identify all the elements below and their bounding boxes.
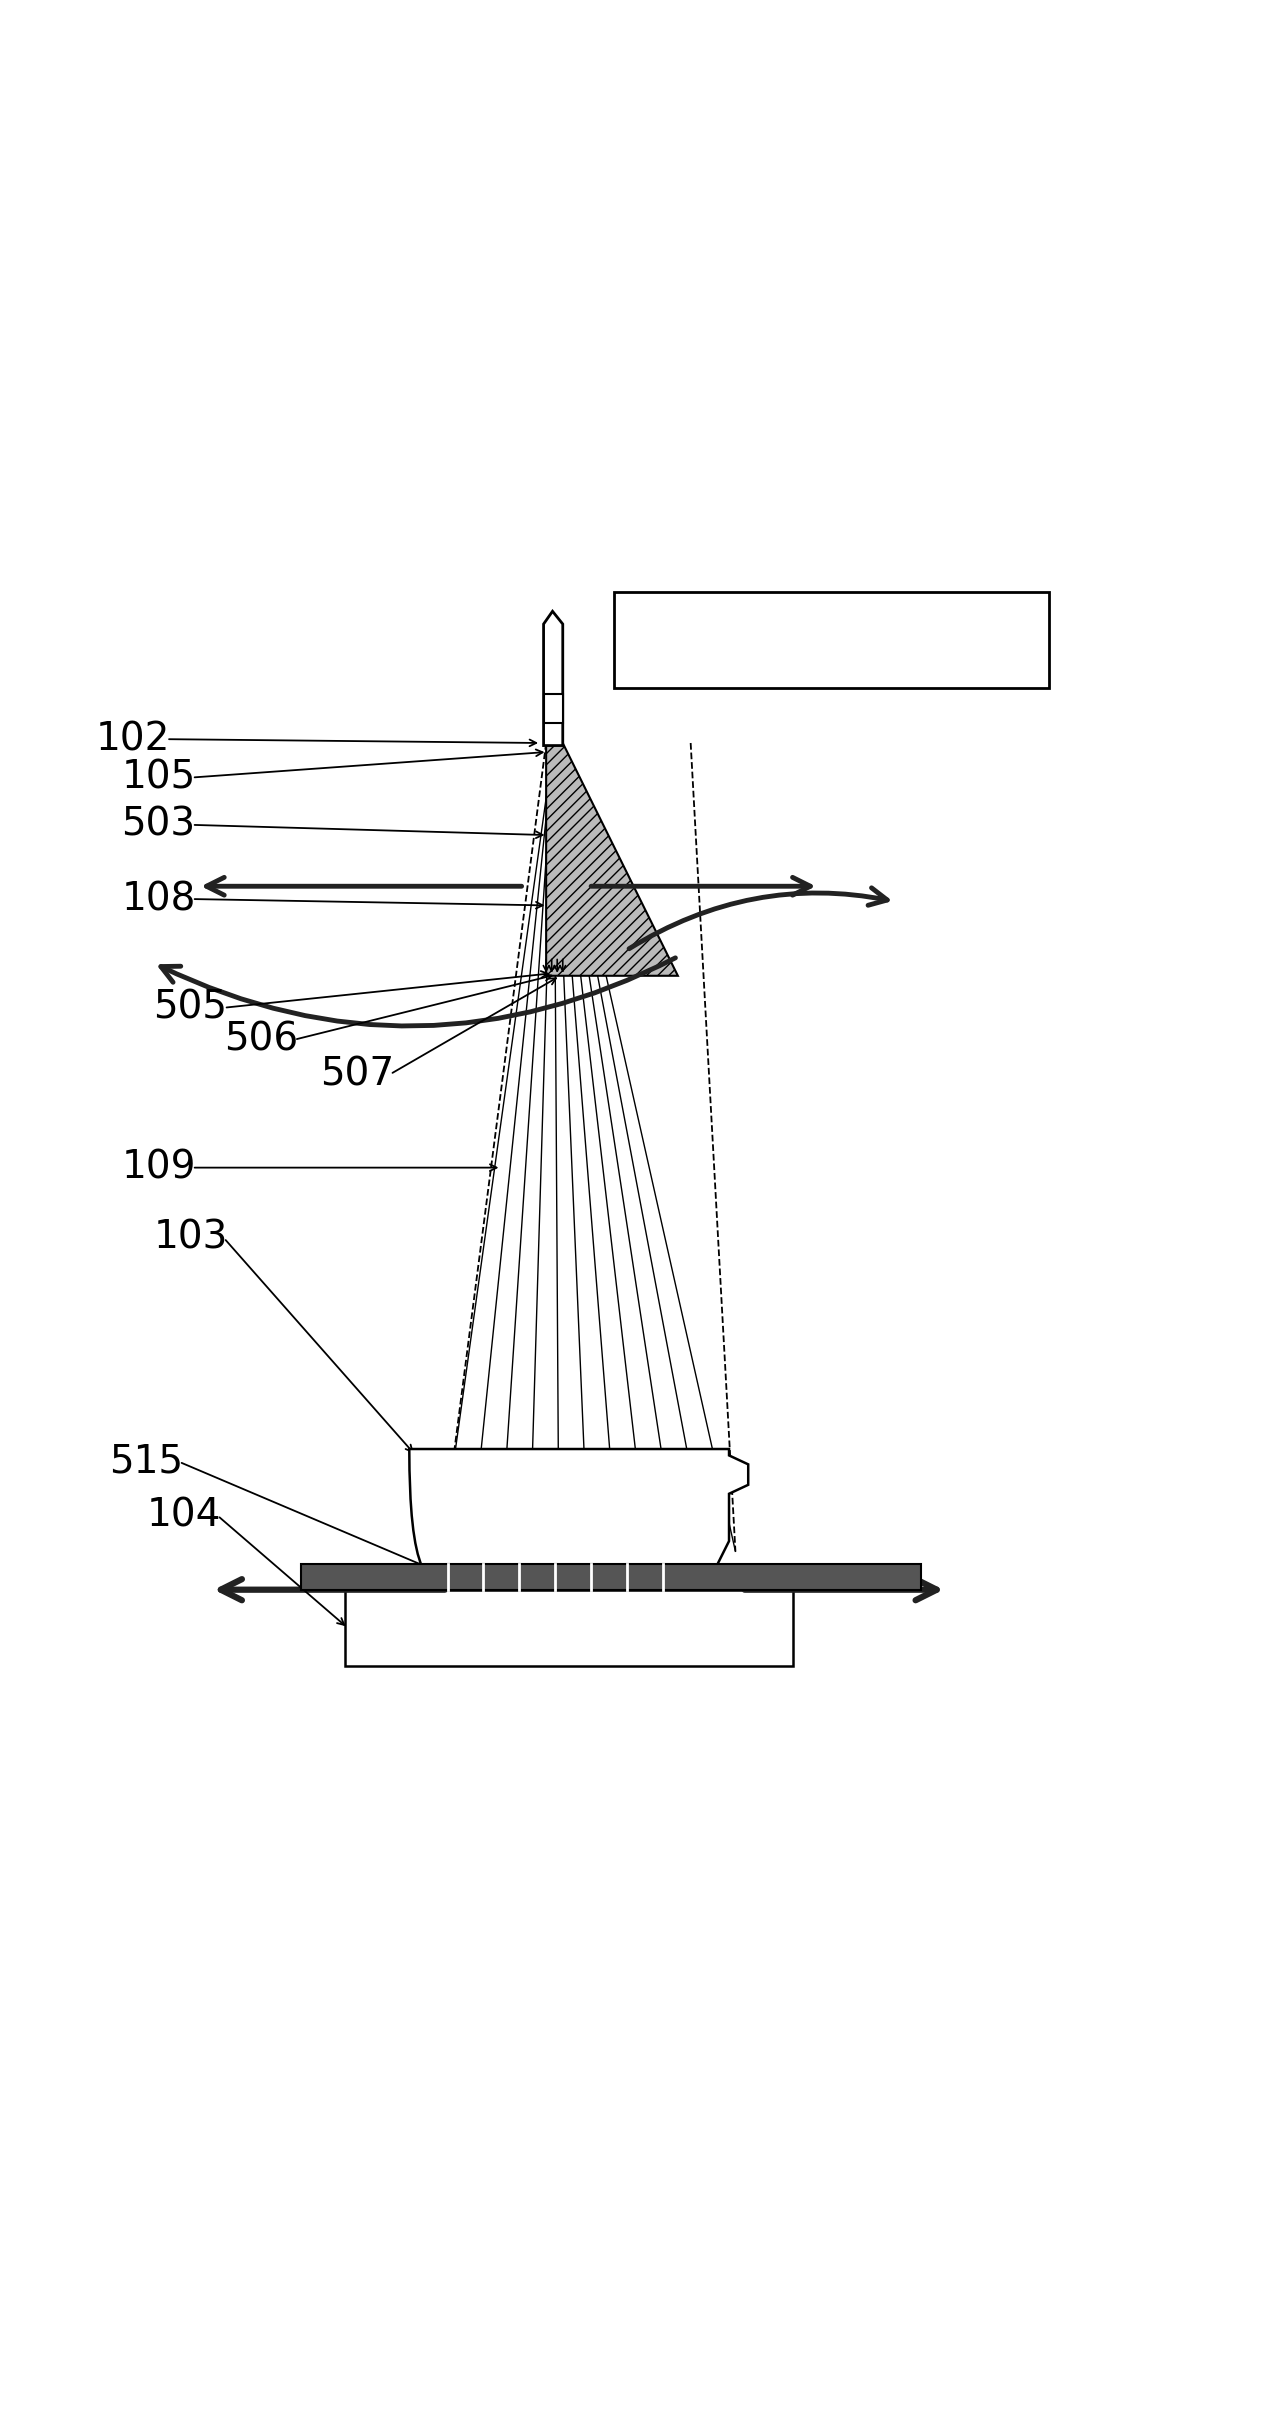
Polygon shape <box>409 1450 755 1570</box>
Text: 108: 108 <box>122 880 196 919</box>
Text: 103: 103 <box>153 1218 228 1257</box>
Text: 104: 104 <box>147 1495 221 1534</box>
Text: 515: 515 <box>109 1442 183 1481</box>
Text: 105: 105 <box>122 757 196 796</box>
Polygon shape <box>544 610 563 745</box>
PathPatch shape <box>409 1450 748 1582</box>
Bar <box>301 1563 921 1590</box>
Polygon shape <box>544 695 563 724</box>
Text: 503: 503 <box>122 806 196 844</box>
Text: 102: 102 <box>96 721 170 757</box>
Bar <box>345 1590 793 1667</box>
Polygon shape <box>546 743 678 977</box>
Text: 506: 506 <box>224 1020 298 1059</box>
Bar <box>614 591 1049 687</box>
Text: 505: 505 <box>153 989 228 1028</box>
Text: 109: 109 <box>122 1148 196 1187</box>
Text: 507: 507 <box>320 1056 394 1093</box>
